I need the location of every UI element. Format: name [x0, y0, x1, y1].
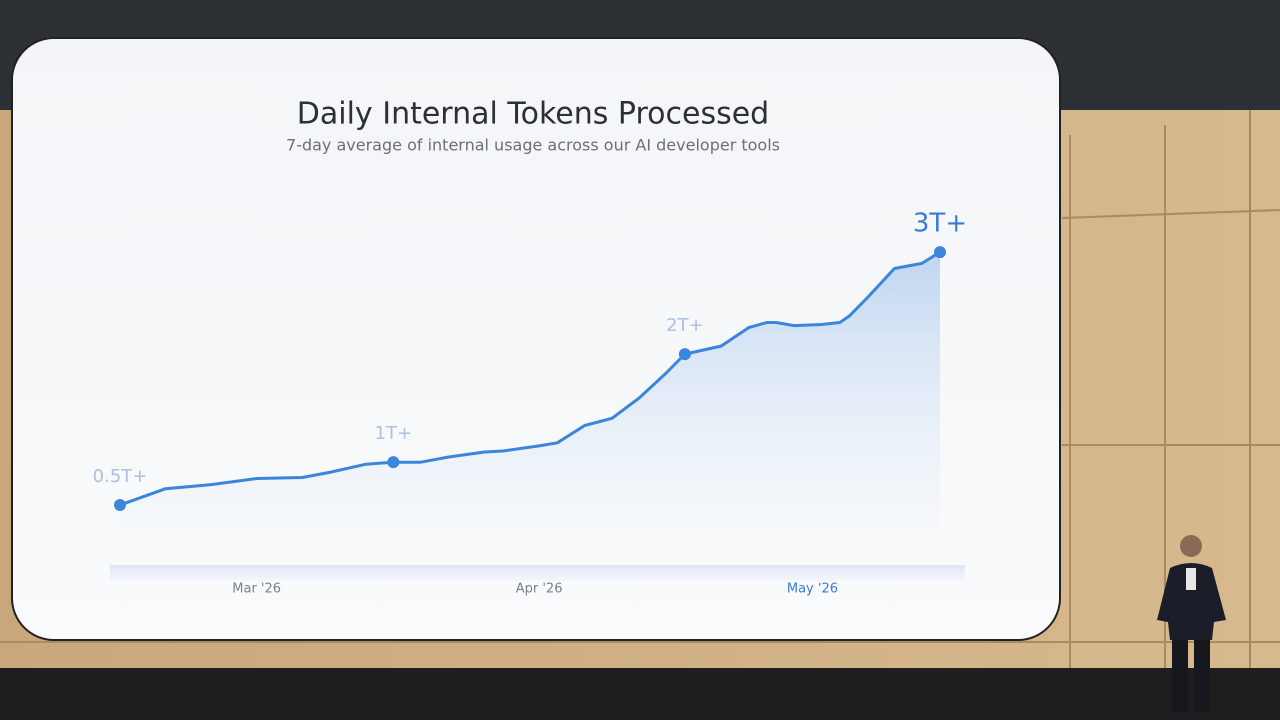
point [387, 456, 400, 469]
point [678, 348, 691, 361]
x-tick-label: Apr '26 [516, 582, 563, 597]
x-axis-band [110, 565, 965, 581]
area [120, 252, 940, 528]
point [934, 246, 946, 259]
chart-title: Daily Internal Tokens Processed [297, 97, 769, 132]
point [114, 498, 126, 511]
x-tick-label: Mar '26 [232, 582, 281, 597]
x-tick-label: May '26 [787, 582, 838, 597]
value-label: 0.5T+ [93, 466, 148, 487]
presenter [1157, 535, 1226, 712]
value-label: 1T+ [375, 423, 413, 444]
chart-subtitle: 7-day average of internal usage across o… [286, 136, 780, 155]
wall-panels [0, 110, 1280, 670]
value-label: 3T+ [913, 209, 967, 239]
value-label: 2T+ [666, 315, 704, 336]
stage-floor [0, 668, 1280, 720]
line [119, 250, 941, 507]
